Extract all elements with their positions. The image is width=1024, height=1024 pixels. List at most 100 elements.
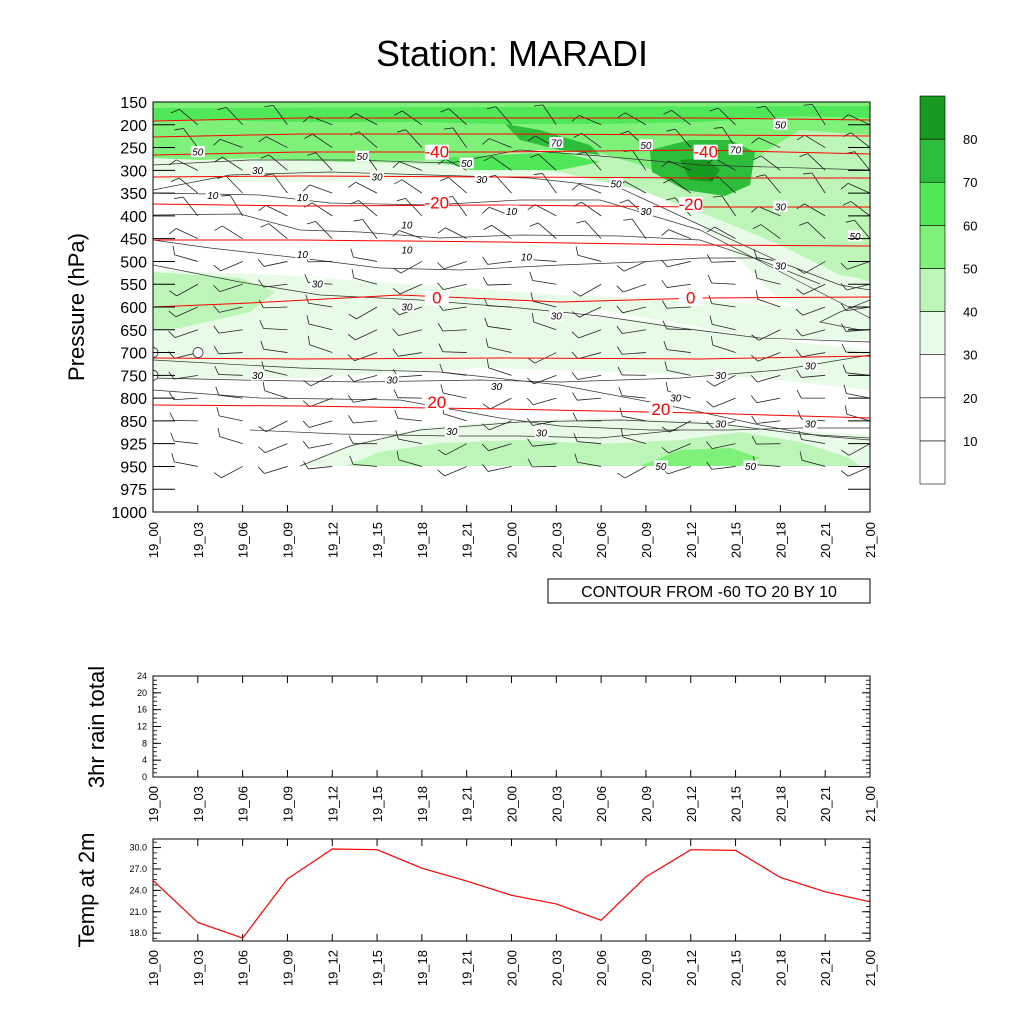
wind-barb-flag <box>258 299 264 309</box>
wind-barb-flag <box>168 159 177 166</box>
temperature-contour-label: 20 <box>651 400 670 419</box>
wind-label-bg <box>713 417 728 429</box>
wind-barb <box>405 198 423 217</box>
wind-barb-flag <box>620 428 624 438</box>
wind-barb <box>534 204 557 217</box>
wind-barb-flag <box>707 274 712 284</box>
wind-barb-flag <box>392 328 399 336</box>
wind-barb <box>713 397 736 408</box>
wind-barb <box>488 346 512 353</box>
wind-barb <box>624 466 647 479</box>
temperature-contour-label: -40 <box>425 143 450 162</box>
wind-barb <box>812 104 826 125</box>
wind-barb-flag <box>260 223 269 228</box>
wind-barb-flag <box>706 226 715 233</box>
temp-xtick-label: 19_21 <box>460 950 475 986</box>
rain-xtick-label: 20_03 <box>549 786 564 822</box>
temp-xtick-label: 20_18 <box>773 950 788 986</box>
wind-barb <box>331 102 333 103</box>
wind-barb-flag <box>393 93 400 99</box>
wind-contour-label: 50 <box>655 462 667 473</box>
wind-contour-line <box>153 192 870 319</box>
wind-contour-label: 70 <box>730 145 742 156</box>
colorbar-label: 60 <box>963 218 977 233</box>
wind-barb <box>846 306 870 312</box>
wind-label-bg <box>370 171 385 183</box>
wind-barb-flag <box>439 363 444 373</box>
pressure-tick-label: 1000 <box>111 505 147 522</box>
wind-barb <box>734 102 736 103</box>
wind-barb-flag <box>845 219 855 223</box>
wind-contour-label: 30 <box>805 362 817 373</box>
wind-contour-label: 30 <box>476 175 488 186</box>
shade-60-low <box>640 448 760 466</box>
wind-contour-label: 50 <box>192 148 204 159</box>
temperature-contour-label: -20 <box>678 195 703 214</box>
temp-label-bg <box>424 195 449 211</box>
wind-label-bg <box>295 248 310 260</box>
wind-barb-flag <box>706 421 713 429</box>
wind-barb-flag <box>841 449 850 456</box>
wind-barb <box>442 329 467 332</box>
temperature-contour <box>153 203 870 208</box>
wind-barb <box>624 112 647 126</box>
wind-barb <box>309 420 333 428</box>
wind-barb <box>801 329 826 337</box>
wind-barb-flag <box>575 246 579 256</box>
wind-barb <box>225 175 243 194</box>
temp-label-bg <box>648 402 673 418</box>
wind-barb-flag <box>796 369 802 378</box>
wind-barb-flag <box>571 183 580 191</box>
wind-barb <box>442 372 467 376</box>
wind-barb <box>717 176 736 194</box>
wind-barb-flag <box>437 227 446 234</box>
temperature-contour <box>153 355 870 360</box>
wind-barb <box>220 261 243 272</box>
wind-barb <box>533 321 557 331</box>
rain-xtick-label: 19_09 <box>280 786 295 822</box>
wind-barb-flag <box>349 455 354 465</box>
rain-ytick-label: 24 <box>137 671 147 681</box>
wind-barb <box>578 329 602 339</box>
pressure-tick-label: 850 <box>120 414 147 431</box>
wind-barb <box>669 420 691 433</box>
wind-barb <box>801 439 826 445</box>
pressure-tick-label: 925 <box>120 437 147 454</box>
shade-50-right <box>820 228 870 282</box>
wind-contour-label: 50 <box>611 180 623 191</box>
wind-contour-label: 10 <box>401 221 413 232</box>
wind-barb-flag <box>617 472 626 479</box>
wind-label-bg <box>474 173 489 185</box>
wind-barb <box>176 159 198 171</box>
wind-barb-flag <box>215 89 223 93</box>
wind-barb <box>578 183 602 194</box>
wind-barb-flag <box>797 410 802 419</box>
wind-barb <box>353 277 378 285</box>
rain-xtick-label: 20_00 <box>505 786 520 822</box>
wind-barb <box>175 306 198 318</box>
wind-contour-label: 10 <box>506 207 518 218</box>
wind-barb <box>847 261 870 270</box>
wind-barb-flag <box>392 348 399 357</box>
time-tick-label: 20_09 <box>639 522 654 558</box>
wind-barb <box>398 352 422 357</box>
wind-barb-flag <box>437 323 444 332</box>
wind-barb <box>272 173 288 194</box>
temperature-contour-lines <box>153 117 870 419</box>
wind-barb-flag <box>172 245 176 255</box>
temp-label-bg <box>424 144 449 160</box>
wind-barb <box>495 175 512 194</box>
wind-barb-flag <box>485 338 489 348</box>
wind-barb-flag <box>170 432 175 442</box>
wind-barb-flag <box>258 426 267 433</box>
wind-contour-label: 50 <box>850 232 862 243</box>
wind-barb-flag <box>799 451 803 461</box>
wind-barb-flag <box>796 389 802 399</box>
wind-barb-flag <box>482 443 489 451</box>
wind-barb <box>397 417 422 422</box>
wind-barb-flag <box>213 284 221 292</box>
wind-barb <box>671 178 691 194</box>
wind-barb <box>756 278 781 285</box>
wind-barb <box>265 420 288 433</box>
wind-barb <box>315 221 333 239</box>
